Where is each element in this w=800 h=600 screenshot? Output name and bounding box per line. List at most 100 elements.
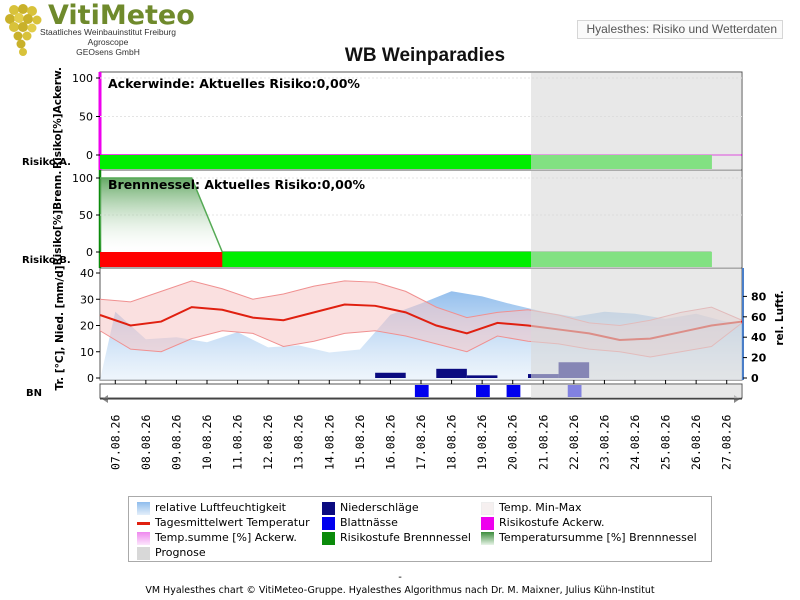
brennnessel-tempsum-area (100, 178, 742, 252)
weather-ytick-right-label: 60 (751, 311, 767, 324)
brennnessel-risk-segment (466, 252, 498, 267)
forecast-overlay (531, 171, 741, 268)
brennnessel-risk-segment (314, 252, 346, 267)
x-tick-label: 21.08.26 (536, 415, 550, 470)
brennnessel-risk-segment (130, 252, 162, 267)
brennnessel-risk-segment (191, 252, 223, 267)
x-tick-label: 12.08.26 (261, 415, 275, 470)
brennnessel-risk-segment (252, 252, 284, 267)
x-tick-label: 18.08.26 (445, 415, 459, 470)
legend-swatch-precip (322, 501, 335, 515)
x-tick-label: 13.08.26 (292, 415, 306, 470)
forecast-overlay (531, 73, 741, 170)
ackerwinde-ytick-label: 50 (79, 111, 93, 124)
brennnessel-ylabel: Risiko[%]Brenn. (52, 171, 64, 266)
brennnessel-risk-segment (100, 252, 132, 267)
x-tick-label: 19.08.26 (475, 415, 489, 470)
footer-dash: - (398, 572, 402, 583)
ackerwinde-panel-title: Ackerwinde: Aktuelles Risiko:0,00% (108, 76, 360, 91)
x-tick-label: 14.08.26 (322, 415, 336, 470)
grape-icon (5, 4, 42, 56)
x-tick-label: 23.08.26 (597, 415, 611, 470)
forecast-overlay (531, 385, 741, 398)
risk-a-row-label: Risiko A. (22, 157, 71, 168)
legend-item-humidity: relative Luftfeuchtigkeit (137, 500, 286, 515)
legend-swatch-risk-brenn (322, 531, 335, 545)
bn-row-label: BN (26, 388, 42, 399)
weather-ytick-left-label: 10 (80, 346, 94, 359)
x-tick-label: 10.08.26 (200, 415, 214, 470)
legend-swatch-tempsum-ackerw (137, 531, 150, 545)
x-tick-label: 25.08.26 (659, 415, 673, 470)
legend-swatch-leaf-wetness (322, 516, 335, 530)
weather-ytick-right-label: 80 (751, 290, 767, 303)
legend-swatch-temp-minmax (481, 501, 494, 515)
brennnessel-risk-segment (375, 252, 407, 267)
legend-swatch-humidity (137, 501, 150, 515)
legend-item-forecast: Prognose (137, 545, 206, 560)
weather-ytick-left-label: 30 (80, 293, 94, 306)
chart-type-tab[interactable]: Hyalesthes: Risiko und Wetterdaten (577, 20, 783, 39)
weather-ytick-right-label: 0 (751, 372, 759, 385)
legend-item-risk-brenn: Risikostufe Brennnessel (322, 530, 471, 545)
footer-credit: VM Hyalesthes chart © VitiMeteo-Gruppe. … (145, 585, 655, 596)
legend-label-forecast: Prognose (155, 546, 206, 559)
precip-bar (375, 372, 406, 378)
weather-ytick-left-label: 0 (87, 372, 94, 385)
legend-label-tempsum-brenn: Temperatursumme [%] Brennnessel (499, 531, 697, 544)
ackerwinde-risk-segment (252, 155, 284, 169)
weather-ytick-right-label: 20 (751, 352, 767, 365)
x-tick-label: 11.08.26 (231, 415, 245, 470)
ackerwinde-risk-segment (191, 155, 223, 169)
legend-swatch-tempsum-brenn (481, 531, 494, 545)
leaf-wetness-mark (506, 385, 521, 397)
brennnessel-risk-segment (497, 252, 529, 267)
legend-item-tempsum-brenn: Temperatursumme [%] Brennnessel (481, 530, 697, 545)
brennnessel-risk-segment (344, 252, 376, 267)
legend-label-risk-brenn: Risikostufe Brennnessel (340, 531, 471, 544)
brennnessel-risk-segment (222, 252, 254, 267)
x-tick-label: 16.08.26 (383, 415, 397, 470)
legend-label-tempsum-ackerw: Temp.summe [%] Ackerw. (155, 531, 297, 544)
ackerwinde-ytick-label: 0 (86, 149, 93, 162)
ackerwinde-risk-segment (497, 155, 529, 169)
legend-item-temp-mean: Tagesmittelwert Temperatur (137, 515, 310, 530)
legend-swatch-forecast (137, 546, 150, 560)
ackerwinde-risk-segment (222, 155, 254, 169)
legend-item-leaf-wetness: Blattnässe (322, 515, 398, 530)
logo-title: VitiMeteo (48, 0, 195, 31)
x-tick-label: 08.08.26 (139, 415, 153, 470)
weather-ytick-left-label: 40 (80, 267, 94, 280)
brennnessel-ytick-label: 100 (72, 172, 93, 185)
page-title: WB Weinparadies (345, 45, 505, 66)
ackerwinde-risk-segment (100, 155, 132, 169)
x-tick-label: 26.08.26 (689, 415, 703, 470)
legend-item-tempsum-ackerw: Temp.summe [%] Ackerw. (137, 530, 297, 545)
legend-item-precip: Niederschläge (322, 500, 419, 515)
forecast-overlay (531, 269, 741, 380)
legend-label-temp-minmax: Temp. Min-Max (499, 501, 582, 514)
brennnessel-ytick-label: 50 (79, 209, 93, 222)
legend-item-temp-minmax: Temp. Min-Max (481, 500, 582, 515)
logo-line-2: Agroscope (88, 37, 129, 47)
ackerwinde-risk-segment (436, 155, 468, 169)
brennnessel-risk-segment (436, 252, 468, 267)
ackerwinde-ylabel: Risiko[%]Ackerw. (52, 67, 64, 169)
legend-label-humidity: relative Luftfeuchtigkeit (155, 501, 286, 514)
brennnessel-risk-segment (283, 252, 315, 267)
legend-label-temp-mean: Tagesmittelwert Temperatur (155, 516, 310, 529)
ackerwinde-risk-segment (283, 155, 315, 169)
ackerwinde-risk-segment (344, 155, 376, 169)
legend-item-risk-ackerw: Risikostufe Ackerw. (481, 515, 604, 530)
ackerwinde-risk-segment (161, 155, 193, 169)
x-tick-label: 07.08.26 (108, 415, 122, 470)
risk-b-row-label: Risiko B. (22, 255, 71, 266)
legend-label-leaf-wetness: Blattnässe (340, 516, 398, 529)
x-tick-label: 17.08.26 (414, 415, 428, 470)
legend: relative Luftfeuchtigkeit Niederschläge … (128, 496, 712, 562)
x-tick-label: 22.08.26 (567, 415, 581, 470)
x-tick-label: 27.08.26 (720, 415, 734, 470)
weather-ylabel-right: rel. Luftf. (774, 290, 786, 345)
ackerwinde-ytick-label: 100 (72, 72, 93, 85)
